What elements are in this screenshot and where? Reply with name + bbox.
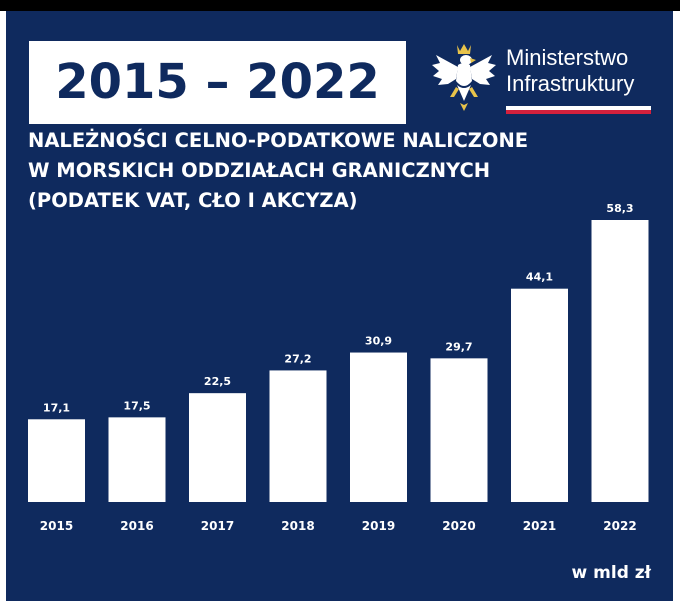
unit-label: w mld zł <box>571 563 651 583</box>
bar-value-label: 58,3 <box>606 202 633 215</box>
ministry-name-line-1: Ministerstwo <box>506 45 629 70</box>
ministry-name: Ministerstwo Infrastruktury <box>506 45 634 97</box>
flag-stripe-red <box>506 110 651 114</box>
chart-title: NALEŻNOŚCI CELNO-PODATKOWE NALICZONE W M… <box>28 126 528 216</box>
chart-title-line-3: (PODATEK VAT, CŁO I AKCYZA) <box>28 189 358 212</box>
x-tick-label: 2015 <box>40 519 73 533</box>
infographic-panel: 2015 – 2022 <box>6 11 673 601</box>
chart-title-line-1: NALEŻNOŚCI CELNO-PODATKOWE NALICZONE <box>28 129 529 152</box>
chart-title-line-2: W MORSKICH ODDZIAŁACH GRANICZNYCH <box>28 159 491 182</box>
x-tick-label: 2018 <box>281 519 314 533</box>
bar-value-label: 44,1 <box>526 271 553 284</box>
years-banner: 2015 – 2022 <box>29 41 406 124</box>
bar-2016 <box>108 417 166 502</box>
bar-value-label: 17,1 <box>43 401 70 414</box>
bar-chart: 17,1 2015 17,5 2016 22,5 2017 27,2 2018 30,9 2019… <box>28 202 649 533</box>
x-tick-label: 2016 <box>120 519 153 533</box>
bar-value-label: 17,5 <box>123 399 150 412</box>
bar-2018 <box>269 370 327 502</box>
bar-value-label: 30,9 <box>365 335 392 348</box>
ministry-name-line-2: Infrastruktury <box>506 71 635 96</box>
flag-stripe-white <box>506 106 651 110</box>
bar-2017 <box>189 393 246 502</box>
bar-2020 <box>430 358 488 502</box>
bar-2021 <box>511 288 568 502</box>
top-border <box>0 0 680 11</box>
x-tick-label: 2020 <box>442 519 475 533</box>
x-tick-label: 2022 <box>603 519 636 533</box>
x-tick-label: 2021 <box>523 519 556 533</box>
bar-value-label: 27,2 <box>284 352 311 365</box>
bar-2015 <box>28 419 85 502</box>
bar-2022 <box>591 220 649 502</box>
bar-value-label: 22,5 <box>204 375 231 388</box>
bar-value-label: 29,7 <box>445 340 472 353</box>
white-eagle-emblem-icon <box>432 44 496 111</box>
x-tick-label: 2017 <box>201 519 234 533</box>
bar-2019 <box>350 352 407 502</box>
years-range: 2015 – 2022 <box>55 54 380 110</box>
x-tick-label: 2019 <box>362 519 395 533</box>
